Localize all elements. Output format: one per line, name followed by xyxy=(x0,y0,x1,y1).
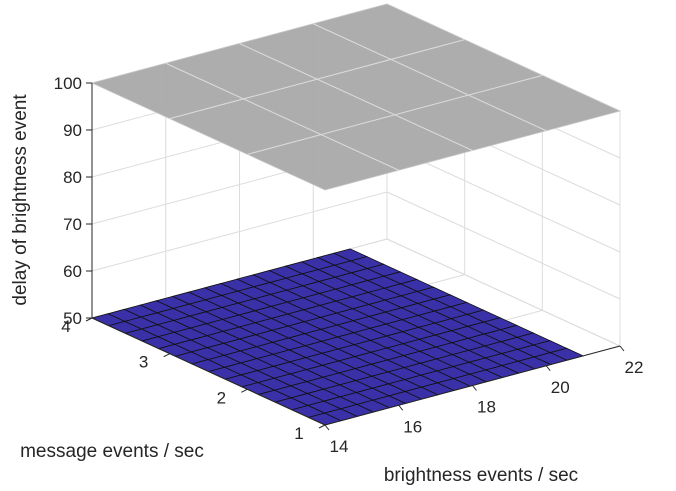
y-axis-line xyxy=(91,317,326,426)
top-plane-grid-x xyxy=(165,62,399,171)
x-tick-mark xyxy=(619,345,625,352)
axis-box xyxy=(85,82,625,431)
x-axis-label: brightness events / sec xyxy=(384,465,578,486)
top-plane-grid-x xyxy=(313,23,547,132)
z-tick-label: 100 xyxy=(54,74,82,93)
x-tick-label: 18 xyxy=(477,398,496,417)
x-tick-label: 14 xyxy=(330,437,349,456)
z-tick-label: 70 xyxy=(63,215,82,234)
tick-labels: 14 16 18 20 22 1 2 3 450 60 70 80 90 100 xyxy=(54,74,644,456)
y-tick-label: 4 xyxy=(61,317,70,336)
y-tick-label: 3 xyxy=(139,353,148,372)
z-tick-label: 80 xyxy=(63,168,82,187)
y-tick-label: 1 xyxy=(294,424,303,443)
top-plane-grid-x xyxy=(239,43,473,151)
z-tick-label: 90 xyxy=(63,121,82,140)
y-axis-label: message events / sec xyxy=(20,441,204,462)
surface-cell xyxy=(332,248,368,262)
x-tick-label: 16 xyxy=(403,417,422,436)
x-tick-mark xyxy=(545,365,551,372)
z-tick-label: 60 xyxy=(63,262,82,281)
x-tick-mark xyxy=(472,385,477,391)
x-tick-label: 22 xyxy=(625,358,644,377)
y-tick-mark xyxy=(241,388,248,393)
grid-line-right-wall-z xyxy=(386,191,621,300)
z-tick-label: 50 xyxy=(63,309,82,328)
grid-line-floor-x xyxy=(386,238,621,347)
x-tick-mark xyxy=(398,404,404,411)
bottom-surface-layer xyxy=(90,248,585,426)
z-axis-label: delay of brightness event xyxy=(10,94,31,306)
x-tick-label: 20 xyxy=(551,378,570,397)
top-plane-grid-y xyxy=(169,39,465,120)
top-plane-grid-y xyxy=(247,74,543,155)
y-tick-mark xyxy=(163,353,170,358)
y-tick-label: 2 xyxy=(217,388,226,407)
x-tick-mark xyxy=(324,424,330,431)
y-tick-mark xyxy=(318,424,326,429)
top-plane-layer xyxy=(90,3,622,191)
